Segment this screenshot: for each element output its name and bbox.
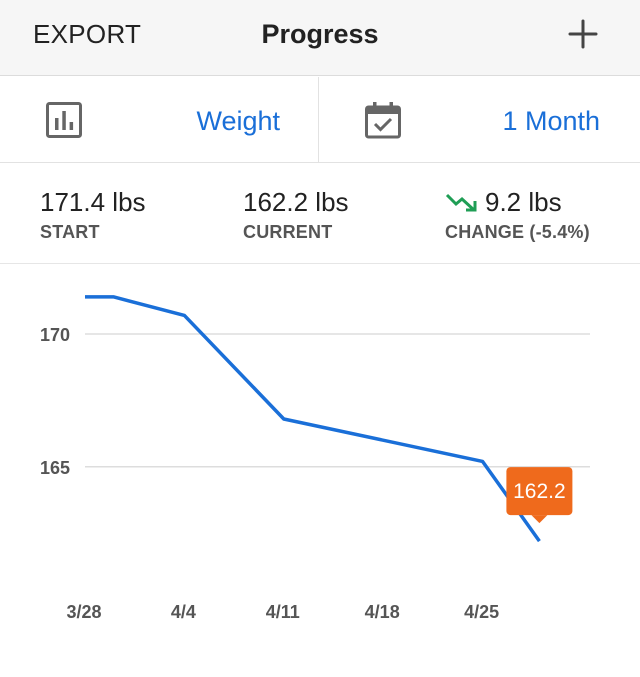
current-label: CURRENT	[243, 222, 333, 242]
trend-down-icon	[445, 189, 479, 212]
bar-chart-icon	[45, 101, 83, 139]
stats-summary: 171.4 lbs START 162.2 lbs CURRENT 9.2 lb…	[0, 164, 640, 264]
weight-series-line	[85, 295, 541, 543]
filter-divider	[318, 77, 319, 163]
filter-bar: Weight 1 Month	[0, 77, 640, 163]
x-tick-label: 4/25	[464, 602, 499, 622]
page-title: Progress	[261, 19, 379, 49]
start-label: START	[40, 222, 100, 242]
tooltip-pointer	[531, 515, 548, 524]
range-filter-label: 1 Month	[502, 106, 600, 136]
y-tick-label: 165	[40, 458, 70, 478]
change-stat: 9.2 lbs CHANGE (-5.4%)	[445, 187, 590, 243]
range-filter-button[interactable]: 1 Month	[319, 77, 640, 163]
weight-line-chart: 170 165 162.2 3/28 4/4 4/11 4/18 4/25	[0, 265, 640, 677]
metric-filter-button[interactable]: Weight	[0, 77, 318, 163]
metric-filter-label: Weight	[196, 106, 280, 136]
chart-canvas: 170 165 162.2 3/28 4/4 4/11 4/18 4/25	[40, 295, 590, 622]
current-stat: 162.2 lbs CURRENT	[243, 187, 349, 243]
app-header: EXPORT Progress	[0, 0, 640, 76]
start-stat: 171.4 lbs START	[40, 187, 146, 243]
export-button[interactable]: EXPORT	[33, 19, 142, 49]
calendar-check-icon	[364, 101, 402, 139]
change-label: CHANGE (-5.4%)	[445, 222, 590, 242]
x-tick-label: 4/18	[365, 602, 400, 622]
y-tick-label: 170	[40, 325, 70, 345]
start-value: 171.4 lbs	[40, 187, 146, 217]
x-tick-label: 4/11	[266, 602, 300, 622]
x-tick-label: 4/4	[171, 602, 196, 622]
current-value: 162.2 lbs	[243, 187, 349, 217]
change-value: 9.2 lbs	[485, 187, 562, 217]
plus-icon[interactable]	[566, 17, 600, 51]
x-tick-label: 3/28	[66, 602, 101, 622]
change-value-row: 9.2 lbs	[445, 187, 590, 218]
tooltip-value: 162.2	[513, 480, 566, 503]
value-tooltip	[506, 467, 573, 516]
